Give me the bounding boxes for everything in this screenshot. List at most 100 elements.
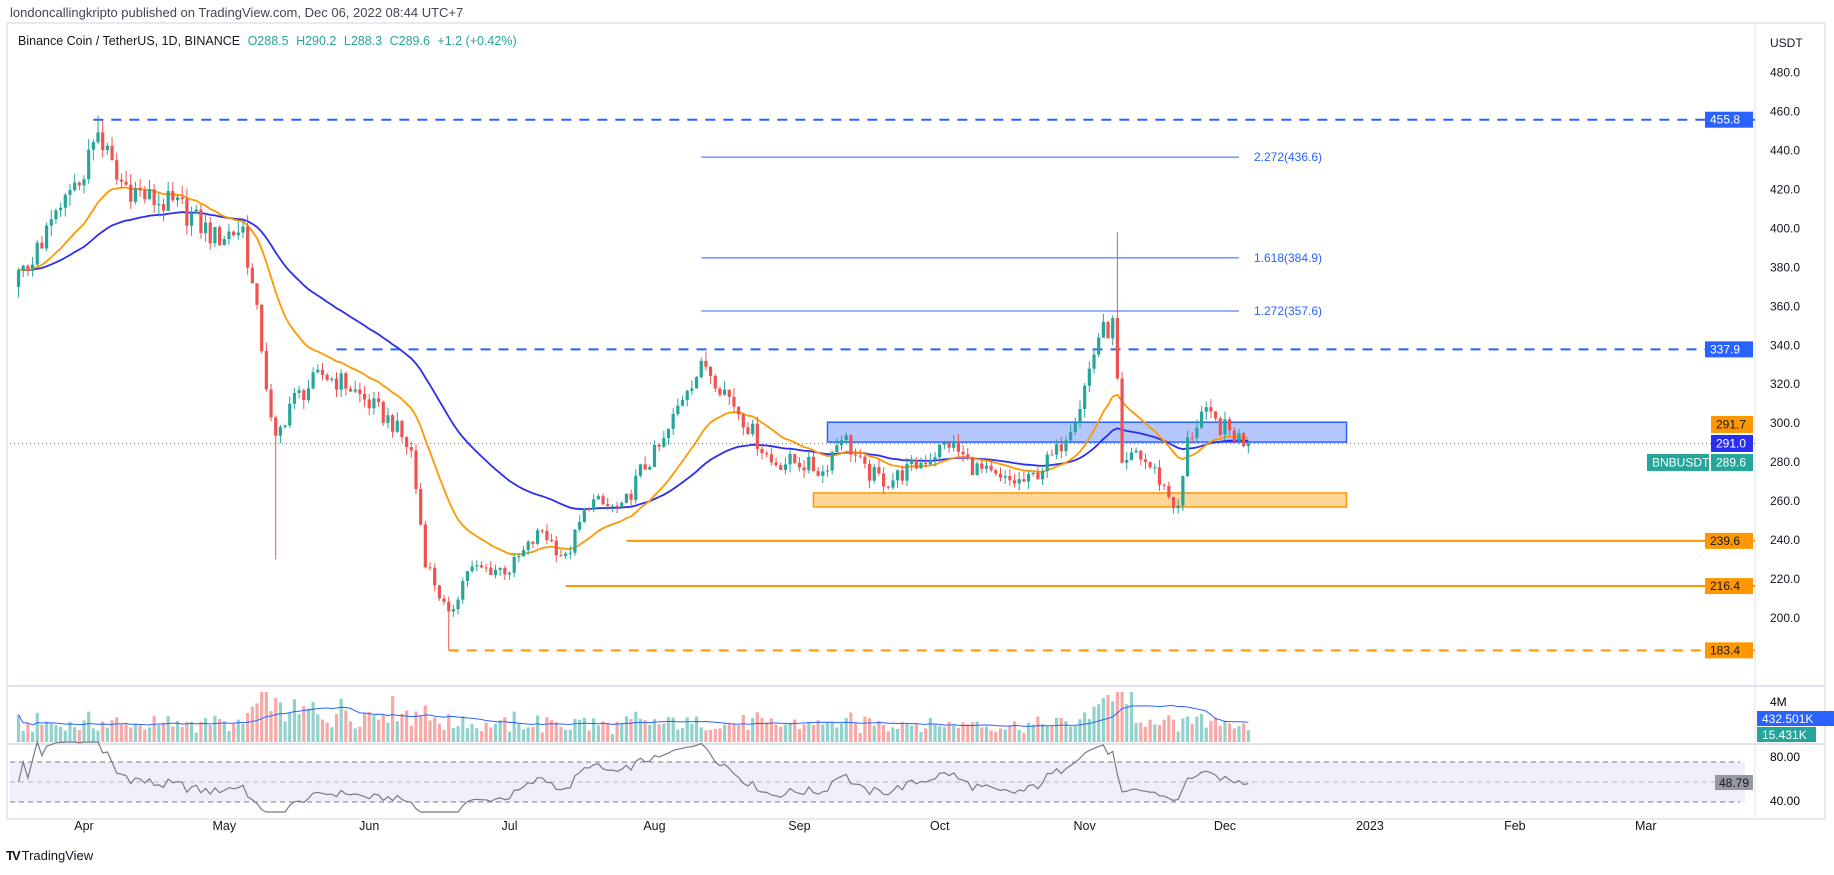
candle-body	[484, 567, 488, 569]
candle-body	[634, 475, 638, 500]
candle-body	[49, 219, 53, 226]
candle-body	[942, 442, 946, 445]
candle-body	[334, 378, 339, 390]
level-badge	[1705, 642, 1753, 659]
price-tick-label: 360.0	[1770, 299, 1800, 313]
candle-body	[475, 565, 479, 567]
candle-body	[405, 437, 409, 448]
volume-bar	[96, 730, 100, 742]
candle-body	[115, 160, 119, 180]
volume-bar	[680, 728, 685, 742]
symbol-name[interactable]: Binance Coin / TetherUS, 1D, BINANCE	[18, 34, 241, 48]
volume-bar	[1008, 725, 1012, 742]
level-badge	[1705, 578, 1753, 595]
volume-bar	[732, 724, 736, 742]
symbol-tag	[1647, 453, 1709, 471]
candle-body	[203, 222, 208, 234]
volume-bar	[470, 724, 474, 742]
volume-bar	[811, 724, 816, 742]
volume-bar	[858, 732, 862, 742]
candle-body	[1195, 427, 1199, 438]
last-price-badge	[1711, 453, 1753, 471]
candle-body	[526, 541, 530, 551]
volume-bar	[910, 725, 914, 742]
volume-bar	[316, 714, 320, 742]
volume-bar	[998, 728, 1003, 742]
volume-bar	[554, 721, 558, 742]
volume-bar	[269, 711, 273, 742]
volume-bar	[1087, 719, 1091, 742]
publish-info: londoncallingkripto published on Trading…	[10, 5, 464, 20]
candle-body	[788, 454, 792, 465]
candle-body	[1073, 422, 1077, 433]
volume-bar	[456, 726, 460, 742]
volume-bar	[437, 723, 441, 742]
volume-bar	[1050, 725, 1054, 742]
candle-body	[489, 567, 493, 575]
candle-body	[320, 369, 325, 375]
candle-body	[419, 489, 423, 525]
volume-last-badge	[1757, 727, 1816, 742]
candle-body	[610, 505, 614, 507]
candle-body	[680, 400, 685, 406]
candle-body	[737, 406, 741, 415]
volume-bar	[1115, 692, 1119, 742]
candle-body	[629, 493, 633, 500]
volume-bar	[461, 716, 465, 742]
volume-bar	[961, 722, 965, 742]
price-tick-label: 240.0	[1770, 533, 1800, 547]
volume-bar	[531, 727, 535, 742]
candle-body	[924, 462, 928, 465]
volume-bar	[947, 721, 951, 742]
candle-body	[732, 396, 736, 407]
volume-bar	[886, 731, 890, 742]
candle-body	[624, 493, 629, 503]
candle-body	[1162, 484, 1166, 486]
candle-body	[849, 435, 853, 455]
candle-body	[844, 435, 848, 441]
candle-body	[199, 209, 203, 234]
volume-bar	[400, 713, 404, 742]
volume-bar	[606, 722, 610, 742]
volume-bar	[194, 732, 198, 742]
candle-body	[1101, 321, 1105, 338]
volume-bar	[381, 714, 385, 742]
candle-body	[91, 142, 95, 150]
candle-body	[760, 448, 764, 454]
candle-body	[353, 389, 357, 392]
candle-body	[77, 182, 81, 186]
tradingview-logo[interactable]: TV TradingView	[6, 848, 93, 863]
volume-bar	[1120, 692, 1124, 742]
volume-bar	[325, 722, 329, 742]
candle-body	[980, 463, 984, 469]
currency-label: USDT	[1770, 36, 1803, 50]
volume-bar	[512, 711, 516, 742]
candle-body	[414, 450, 418, 490]
volume-bar	[975, 721, 979, 742]
volume-bar	[994, 731, 998, 742]
price-tick-label: 460.0	[1770, 105, 1800, 119]
volume-bar	[746, 730, 750, 742]
volume-bar	[442, 729, 446, 742]
volume-bar	[302, 706, 306, 742]
candle-body	[269, 389, 273, 418]
candle-body	[746, 427, 750, 435]
volume-bar	[1162, 719, 1166, 742]
candle-body	[119, 179, 124, 182]
candle-body	[306, 388, 311, 401]
volume-bar	[535, 715, 540, 742]
candle-body	[606, 503, 610, 506]
candle-body	[325, 374, 329, 380]
volume-bar	[428, 720, 432, 742]
candle-body	[568, 552, 572, 554]
candle-body	[620, 502, 624, 508]
candle-body	[535, 530, 540, 544]
candle-body	[694, 377, 699, 389]
volume-bar	[853, 723, 858, 742]
chart-frame	[6, 22, 1826, 820]
candle-body	[1115, 318, 1119, 379]
volume-bar	[1190, 723, 1194, 742]
volume-bar	[1073, 725, 1077, 742]
volume-ma-line	[18, 705, 1249, 727]
